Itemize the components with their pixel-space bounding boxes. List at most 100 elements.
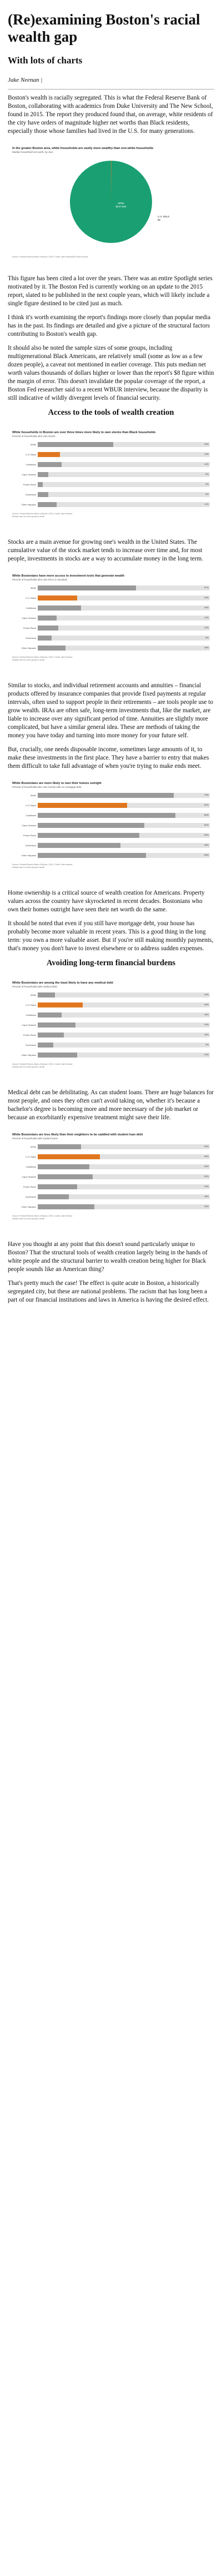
bar-row: Other Hispanic 63% <box>12 851 210 859</box>
article-subtitle: With lots of charts <box>8 55 83 66</box>
bar-track: 9% <box>38 1042 210 1048</box>
bar <box>38 1204 95 1209</box>
bar <box>38 1002 83 1007</box>
source-line: Source: Federal Reserve Bank of Boston, … <box>12 656 73 658</box>
bar-row: White 10% <box>12 991 210 999</box>
bar-category-label: White <box>30 586 36 589</box>
bar-value-label: 14% <box>204 1012 209 1016</box>
bar-category-label: Puerto Rican <box>23 483 36 486</box>
bar <box>38 461 62 467</box>
bar-value-label: 33% <box>204 1204 209 1208</box>
paragraph: It should also be noted the sample sizes… <box>8 345 214 401</box>
bar-row: Cape Verdean 22% <box>12 1021 210 1029</box>
source-note: Sample size for some groups is small <box>12 659 44 661</box>
bar-category-label: Other Hispanic <box>21 503 36 506</box>
bar-row: Caribbean 14% <box>12 1011 210 1019</box>
bar-row: Puerto Rican 3% <box>12 480 210 488</box>
paragraph: Have you thought at any point that this … <box>8 1241 208 1273</box>
chart-subtitle: Percent of households who own stocks <box>12 435 56 438</box>
bar-gap <box>12 1210 210 1213</box>
bar <box>38 1012 62 1018</box>
bar-chart: White 79% U.S. Black 52% Caribbean 80% Cape Ve… <box>12 791 210 861</box>
bar-value-label: 23% <box>204 1053 209 1056</box>
bar-track: 25% <box>38 1144 210 1149</box>
bar-row: U.S. Black 26% <box>12 1001 210 1009</box>
bar-track: 15% <box>38 1032 210 1038</box>
bar <box>38 615 57 621</box>
pie-label-black: U.S. Black <box>158 215 170 218</box>
bar <box>38 1052 78 1058</box>
source-note: Sample size for some groups is small <box>12 515 44 518</box>
bar-track: 3% <box>38 482 210 487</box>
chart-title: White Bostonians are more likely to own … <box>12 782 102 785</box>
bar-category-label: U.S. Black <box>26 453 36 456</box>
bar-track: 23% <box>38 1052 210 1058</box>
bar-value-label: 63% <box>204 853 209 856</box>
bar <box>38 471 48 477</box>
chart-title: White Bostonians have more access to inv… <box>12 574 125 578</box>
bar-category-label: Dominican <box>26 843 36 847</box>
bar-category-label: Puerto Rican <box>23 1185 36 1188</box>
bar-track: 6% <box>38 492 210 497</box>
bar-track: 23% <box>38 1184 210 1189</box>
bar-value-label: 30% <box>204 1164 209 1168</box>
bar-category-label: Puerto Rican <box>23 626 36 629</box>
bar-track: 79% <box>38 792 210 798</box>
bar-value-label: 59% <box>204 833 209 836</box>
chart-subtitle: Percent of households who own IRAs or an… <box>12 578 68 581</box>
bar-value-label: 79% <box>204 793 209 796</box>
bar-category-label: Caribbean <box>26 606 36 609</box>
byline: Jake Neenan | <box>8 77 214 83</box>
bar-row: Cape Verdean 32% <box>12 1173 210 1180</box>
chart-stocks: White households in Boston are over thre… <box>8 425 214 524</box>
bar-row: White 79% <box>12 791 210 799</box>
bar-value-label: 13% <box>204 452 209 455</box>
bar-track: 44% <box>38 441 210 447</box>
bar-category-label: Other Hispanic <box>21 1053 36 1056</box>
bar-category-label: Caribbean <box>26 1013 36 1016</box>
chart-source: Source: Federal Reserve Bank of Boston, … <box>12 1215 210 1220</box>
bar-track: 30% <box>38 1164 210 1169</box>
bar-track: 22% <box>38 1022 210 1028</box>
bar-category-label: Dominican <box>26 636 36 639</box>
bar-row: Cape Verdean 6% <box>12 470 210 478</box>
bar-value-label: 23% <box>204 1184 209 1188</box>
bar <box>38 792 174 798</box>
bar-row: Dominican 48% <box>12 841 210 849</box>
bar-row: U.S. Black 13% <box>12 450 210 458</box>
bar-category-label: Other Hispanic <box>21 646 36 649</box>
bar-row: Puerto Rican 59% <box>12 831 210 839</box>
bar-value-label: 10% <box>204 992 209 996</box>
chart-student-loans: White Bostonians are less likely than th… <box>8 1128 214 1226</box>
bar <box>38 802 128 808</box>
bar-value-label: 14% <box>204 462 209 465</box>
chart-source: Source: Federal Reserve Bank of Boston, … <box>12 513 210 518</box>
section-heading-tools: Access to the tools of wealth creation <box>48 408 174 417</box>
bar-category-label: Other Hispanic <box>21 1205 36 1208</box>
bar-category-label: White <box>30 443 36 446</box>
bar-track: 25% <box>38 605 210 611</box>
bar-category-label: White <box>30 1145 36 1148</box>
bar-value-label: 16% <box>204 646 209 649</box>
paragraph: I think it's worth examining the report'… <box>8 314 211 337</box>
bar-row: Caribbean 80% <box>12 811 210 819</box>
bar-track: 8% <box>38 635 210 641</box>
bar-row: Dominican 8% <box>12 634 210 642</box>
bar-category-label: Other Hispanic <box>21 853 36 857</box>
bar-category-label: U.S. Black <box>26 803 36 807</box>
chart-source: Source: Federal Reserve Bank of Boston, … <box>12 863 210 869</box>
bar-track: 14% <box>38 461 210 467</box>
bar <box>38 1164 89 1169</box>
paragraph: Boston's wealth is racially segregated. … <box>8 95 213 135</box>
bar-track: 32% <box>38 1174 210 1179</box>
bar-value-label: 25% <box>204 605 209 609</box>
paragraph: Stocks are a main avenue for growing one… <box>8 539 203 562</box>
author-link[interactable]: Jake Neenan <box>8 77 39 83</box>
bar <box>38 822 145 828</box>
bar-category-label: U.S. Black <box>26 1003 36 1006</box>
bar-category-label: Dominican <box>26 1043 36 1046</box>
bar-row: U.S. Black 23% <box>12 594 210 602</box>
bar-track: 33% <box>38 1204 210 1209</box>
pie-chart: White$247,500 U.S. Black$8 <box>70 161 170 243</box>
bar-track: 59% <box>38 832 210 838</box>
